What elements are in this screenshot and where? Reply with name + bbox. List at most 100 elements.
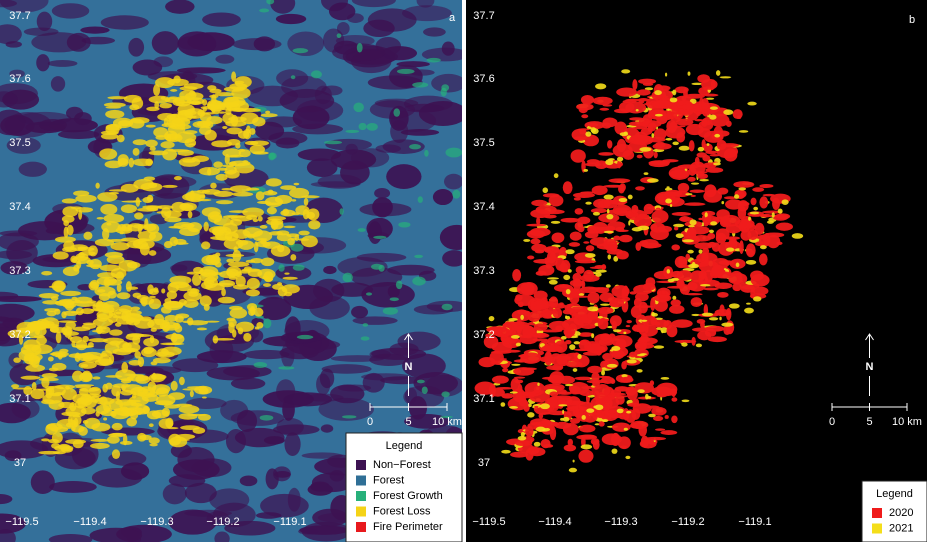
burn-2020-patch (724, 236, 741, 240)
non-forest-patch (214, 531, 230, 542)
forest-loss-patch (164, 97, 179, 103)
burn-2020-patch (563, 326, 576, 337)
forest-loss-patch (103, 417, 108, 421)
burn-2020-patch (527, 311, 541, 322)
forest-growth-patch (324, 140, 342, 145)
burn-2021-patch (695, 343, 703, 348)
forest-loss-patch (235, 275, 246, 287)
burn-2020-patch (474, 381, 496, 395)
burn-2021-patch (653, 345, 665, 349)
burn-2020-patch (689, 161, 706, 175)
burn-2020-patch (678, 104, 698, 110)
forest-loss-patch (196, 327, 208, 331)
forest-loss-patch (153, 287, 159, 293)
burn-2021-patch (527, 412, 535, 418)
burn-2021-patch (699, 178, 709, 182)
burn-2021-patch (721, 200, 725, 205)
burn-2020-patch (671, 212, 691, 216)
burn-2020-patch (597, 306, 614, 315)
forest-loss-patch (203, 276, 218, 289)
non-forest-patch (151, 31, 179, 55)
burn-2020-patch (632, 79, 638, 91)
scale-label: 0 (367, 416, 373, 428)
burn-2020-patch (606, 394, 621, 398)
forest-loss-patch (55, 331, 62, 344)
forest-growth-patch (342, 272, 353, 283)
burn-2020-patch (532, 333, 550, 339)
burn-2021-patch (666, 269, 670, 274)
burn-2021-patch (627, 194, 633, 200)
forest-loss-patch (188, 143, 196, 146)
burn-2020-patch (491, 375, 509, 384)
non-forest-patch (30, 470, 55, 495)
burn-2021-patch (603, 230, 615, 234)
forest-loss-patch (126, 333, 144, 338)
forest-loss-patch (263, 283, 272, 287)
forest-loss-patch (38, 292, 60, 299)
forest-loss-patch (92, 376, 101, 380)
burn-2021-patch (719, 316, 722, 321)
burn-2021-patch (714, 133, 721, 138)
legend-label: 2021 (889, 522, 913, 534)
non-forest-patch (281, 75, 327, 98)
forest-loss-patch (55, 354, 67, 358)
forest-loss-patch (228, 160, 251, 167)
burn-2021-patch (648, 413, 656, 418)
forest-growth-patch (353, 102, 364, 113)
burn-2021-patch (621, 69, 631, 74)
burn-2020-patch (682, 258, 688, 265)
scale-label: 5 (405, 416, 411, 428)
forest-loss-patch (60, 290, 82, 297)
burn-2021-patch (723, 268, 727, 271)
burn-2021-patch (587, 306, 599, 312)
burn-2020-patch (584, 412, 602, 416)
forest-loss-patch (88, 338, 109, 343)
forest-growth-patch (292, 264, 305, 271)
burn-2020-patch (569, 231, 582, 241)
forest-loss-patch (48, 285, 63, 289)
forest-loss-patch (243, 332, 252, 342)
forest-loss-patch (156, 205, 174, 210)
burn-2020-patch (617, 436, 631, 450)
burn-2021-patch (669, 97, 678, 103)
forest-loss-patch (174, 95, 192, 107)
burn-2020-patch (531, 199, 548, 207)
burn-2021-patch (654, 90, 662, 96)
forest-loss-patch (78, 388, 89, 396)
forest-loss-patch (134, 212, 144, 220)
burn-2020-patch (702, 162, 717, 169)
burn-2020-patch (656, 382, 678, 397)
burn-2020-patch (568, 306, 588, 318)
forest-loss-patch (255, 191, 265, 201)
burn-2020-patch (670, 299, 682, 307)
forest-loss-patch (171, 332, 178, 343)
forest-loss-patch (99, 148, 118, 160)
forest-loss-patch (257, 268, 276, 280)
non-forest-patch (230, 377, 266, 390)
forest-loss-patch (229, 307, 248, 319)
burn-2021-patch (749, 211, 760, 215)
non-forest-patch (372, 197, 393, 218)
forest-loss-patch (149, 443, 158, 447)
forest-loss-patch (206, 116, 223, 125)
burn-2021-patch (709, 106, 718, 110)
burn-2020-patch (634, 340, 648, 351)
non-forest-patch (297, 148, 342, 161)
forest-loss-patch (115, 322, 122, 327)
non-forest-patch (170, 264, 188, 272)
burn-2020-patch (621, 361, 627, 370)
burn-2020-patch (549, 371, 565, 385)
burn-2020-patch (541, 345, 563, 353)
burn-2020-patch (541, 376, 554, 380)
non-forest-patch (38, 119, 67, 132)
burn-2021-patch (690, 182, 700, 185)
burn-2021-patch (723, 109, 734, 115)
forest-loss-patch (237, 327, 244, 335)
burn-2021-patch (759, 245, 767, 250)
burn-2020-patch (603, 199, 611, 208)
forest-growth-patch (339, 208, 344, 215)
burn-2020-patch (737, 115, 742, 119)
non-forest-patch (431, 73, 462, 93)
non-forest-patch (177, 447, 215, 472)
burn-2020-patch (559, 262, 569, 273)
